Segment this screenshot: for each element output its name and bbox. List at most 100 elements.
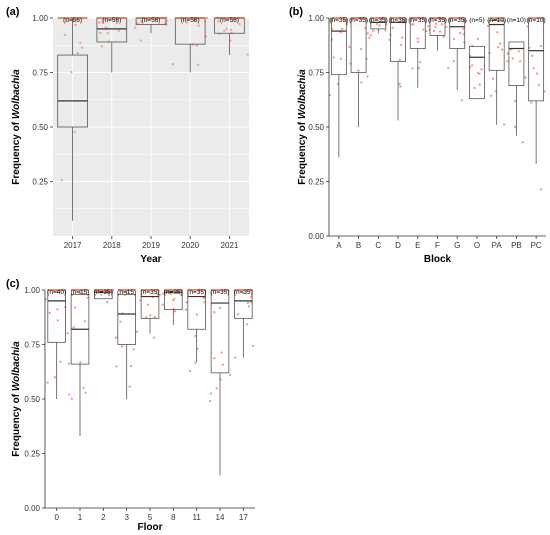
jitter-point bbox=[153, 315, 157, 319]
n-label: (n=40) bbox=[47, 289, 66, 296]
jitter-point bbox=[530, 54, 534, 58]
jitter-point bbox=[46, 381, 49, 384]
jitter-point bbox=[513, 99, 517, 103]
jitter-point bbox=[197, 24, 200, 27]
jitter-point bbox=[539, 188, 543, 191]
jitter-point bbox=[218, 306, 222, 310]
x-tick-label: 17 bbox=[239, 513, 248, 522]
jitter-point bbox=[82, 386, 85, 390]
x-tick-label: PA bbox=[492, 241, 503, 250]
jitter-point bbox=[83, 320, 87, 323]
y-tick-label: 0.50 bbox=[308, 123, 324, 132]
jitter-point bbox=[532, 67, 535, 70]
jitter-point bbox=[339, 57, 342, 60]
jitter-point bbox=[161, 292, 165, 295]
jitter-point bbox=[59, 360, 62, 364]
jitter-point bbox=[100, 293, 103, 296]
n-label: (n=35) bbox=[141, 289, 160, 296]
jitter-point bbox=[86, 296, 89, 300]
n-label: (n=10) bbox=[507, 17, 526, 24]
jitter-point bbox=[202, 296, 205, 300]
jitter-point bbox=[56, 308, 59, 311]
n-label: (n=35) bbox=[187, 289, 206, 296]
jitter-point bbox=[135, 330, 139, 333]
x-tick-label: G bbox=[454, 241, 460, 250]
jitter-point bbox=[217, 20, 220, 23]
n-label: (n=56) bbox=[220, 17, 239, 24]
jitter-point bbox=[172, 299, 175, 302]
jitter-point bbox=[205, 16, 209, 20]
jitter-point bbox=[152, 336, 156, 339]
n-label: (n=35) bbox=[448, 17, 467, 24]
n-label: (n=35) bbox=[329, 17, 348, 24]
jitter-point bbox=[498, 42, 502, 45]
jitter-point bbox=[70, 70, 73, 74]
jitter-point bbox=[213, 310, 216, 314]
n-label: (n=35) bbox=[408, 17, 427, 24]
jitter-point bbox=[74, 23, 77, 27]
jitter-point bbox=[146, 303, 150, 307]
box bbox=[488, 19, 505, 71]
jitter-point bbox=[149, 314, 152, 317]
jitter-point bbox=[98, 21, 101, 24]
jitter-point bbox=[221, 363, 224, 366]
jitter-point bbox=[375, 22, 379, 26]
x-axis-title: Floor bbox=[138, 522, 163, 533]
jitter-point bbox=[246, 53, 250, 56]
y-axis-title-italic: Wolbachia bbox=[297, 69, 308, 119]
jitter-point bbox=[402, 18, 405, 22]
jitter-point bbox=[114, 336, 118, 339]
n-label: (n=56) bbox=[181, 17, 200, 24]
jitter-point bbox=[434, 22, 438, 26]
x-tick-label: O bbox=[474, 241, 480, 250]
y-axis-title: Frequency of Wolbachia bbox=[11, 341, 22, 457]
y-tick-label: 0.00 bbox=[308, 232, 324, 241]
jitter-point bbox=[473, 86, 476, 90]
jitter-point bbox=[537, 83, 541, 87]
y-tick-label: 0.25 bbox=[24, 450, 40, 459]
x-tick-label: 2017 bbox=[64, 241, 82, 250]
y-axis-title-italic: Wolbachia bbox=[11, 341, 22, 391]
x-tick-label: 8 bbox=[171, 513, 176, 522]
x-tick-label: 2 bbox=[101, 513, 106, 522]
jitter-point bbox=[416, 37, 419, 40]
jitter-point bbox=[511, 57, 515, 60]
y-axis-title-prefix: Frequency of bbox=[11, 119, 22, 185]
jitter-point bbox=[422, 28, 425, 31]
jitter-point bbox=[366, 32, 369, 35]
jitter-point bbox=[539, 44, 543, 48]
n-label: (n=35) bbox=[211, 289, 230, 296]
jitter-point bbox=[391, 26, 394, 30]
jitter-point bbox=[63, 33, 67, 37]
n-label: (n=56) bbox=[142, 17, 161, 24]
panel-c: 0.00 0.25 0.50 0.75 1.00 0 1 2 3 5 8 11 14 17 (n=40) (n… bbox=[6, 278, 255, 533]
n-label: (n=35) bbox=[164, 289, 183, 296]
jitter-point bbox=[246, 301, 250, 305]
jitter-point bbox=[171, 62, 175, 66]
panel-letter: (a) bbox=[6, 6, 20, 18]
jitter-point bbox=[220, 351, 223, 354]
jitter-point bbox=[452, 59, 456, 63]
jitter-point bbox=[67, 362, 71, 365]
jitter-point bbox=[368, 36, 371, 39]
jitter-point bbox=[342, 18, 346, 22]
jitter-point bbox=[341, 27, 344, 31]
x-axis-title: Year bbox=[140, 254, 161, 265]
x-tick-label: 2020 bbox=[181, 241, 199, 250]
y-tick-label: 0.25 bbox=[32, 178, 48, 187]
jitter-point bbox=[357, 69, 360, 72]
n-label: (n=35) bbox=[428, 17, 447, 24]
jitter-point bbox=[129, 364, 133, 368]
jitter-point bbox=[101, 21, 104, 24]
jitter-point bbox=[369, 34, 373, 37]
jitter-point bbox=[535, 72, 539, 75]
y-tick-label: 0.50 bbox=[24, 395, 40, 404]
jitter-point bbox=[99, 31, 102, 35]
jitter-point bbox=[68, 393, 71, 396]
jitter-point bbox=[506, 60, 509, 63]
jitter-point bbox=[223, 29, 226, 33]
box bbox=[57, 54, 88, 128]
jitter-point bbox=[496, 45, 500, 49]
jitter-point bbox=[460, 99, 464, 102]
jitter-point bbox=[225, 27, 228, 30]
